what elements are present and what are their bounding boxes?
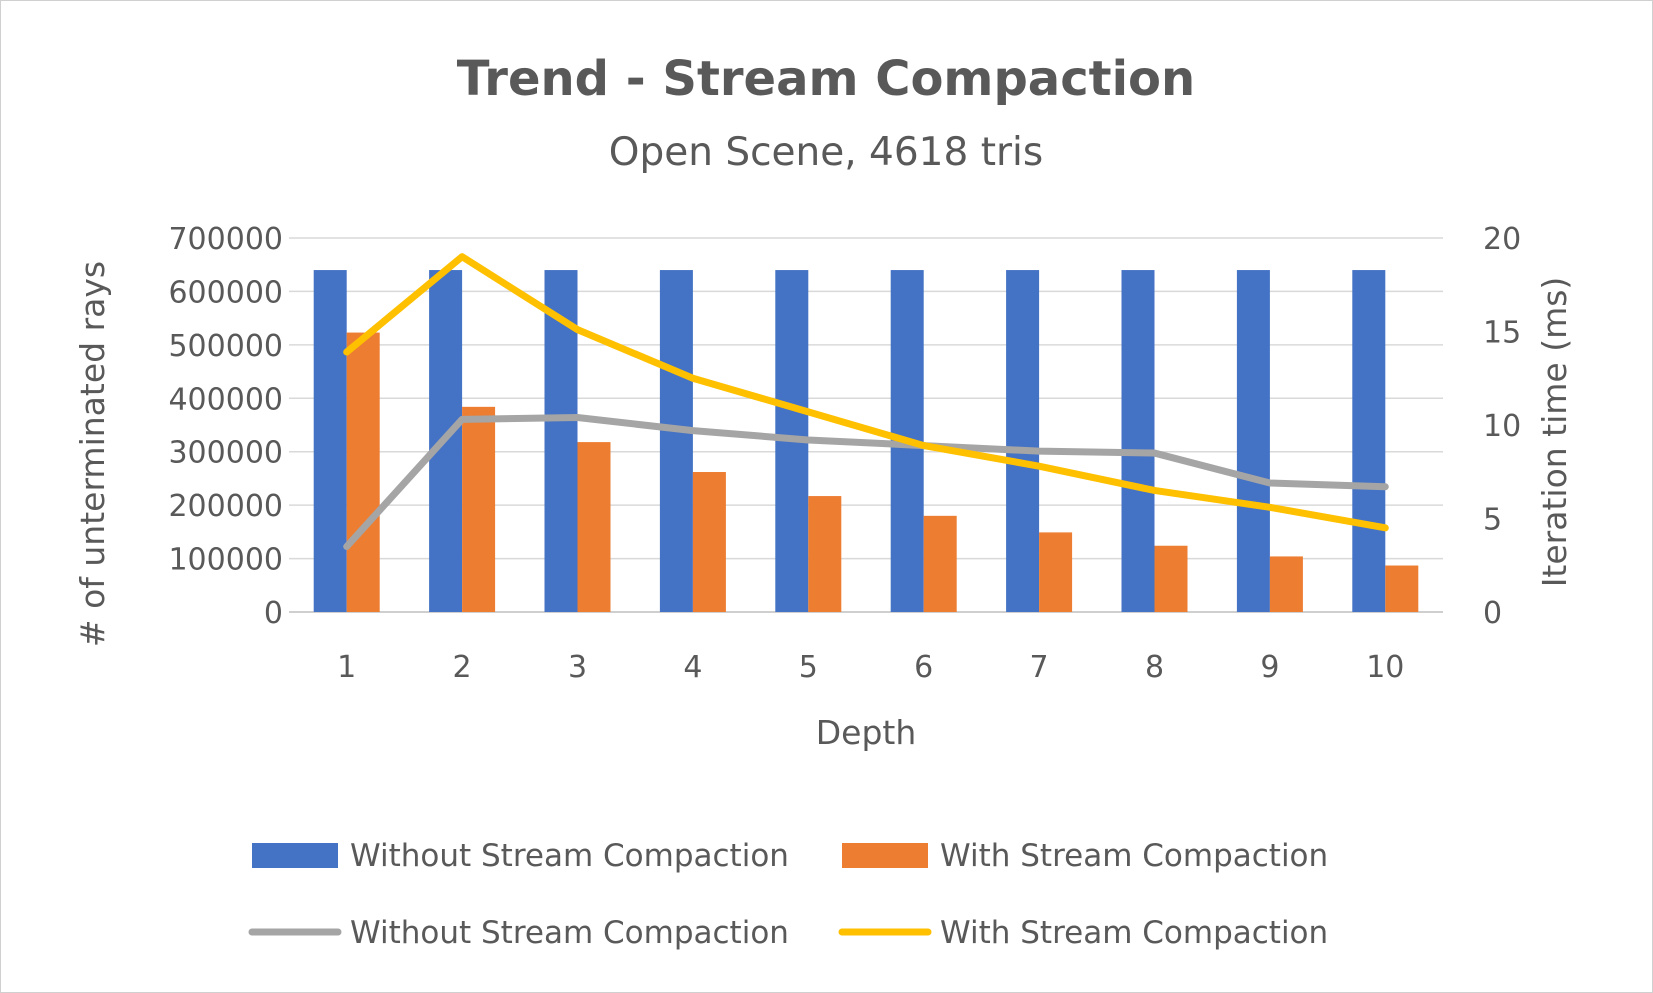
y-left-tick-label: 400000 [168,382,283,417]
chart-subtitle: Open Scene, 4618 tris [609,130,1043,175]
y-right-tick-label: 20 [1483,222,1521,257]
left-axis-ticks: 0 100000 200000 300000 400000 500000 600000 700… [168,222,283,631]
x-tick-label: 7 [1030,650,1049,685]
bar-with-8 [1154,545,1188,612]
legend-swatch-bar-without [252,843,338,868]
x-tick-label: 6 [914,650,933,685]
chart-title: Trend - Stream Compaction [457,51,1195,107]
legend: Without Stream Compaction With Stream Co… [248,838,1328,951]
x-tick-label: 2 [453,650,472,685]
x-tick-label: 5 [799,650,818,685]
bar-with-2 [462,406,496,612]
legend-label-bar-without: Without Stream Compaction [350,838,789,874]
x-tick-label: 8 [1145,650,1164,685]
x-tick-label: 4 [683,650,702,685]
x-tick-label: 10 [1366,650,1404,685]
x-axis-ticks: 1 2 3 4 5 6 7 8 9 10 [337,650,1404,685]
y-right-tick-label: 0 [1483,596,1502,631]
bar-without-1 [313,270,347,612]
bar-without-7 [1006,270,1040,612]
y-left-tick-label: 500000 [168,329,283,364]
y-right-tick-label: 5 [1483,503,1502,538]
y-axis-right-title: Iteration time (ms) [1535,277,1574,588]
y-right-tick-label: 15 [1483,316,1521,351]
bar-without-8 [1121,270,1155,612]
legend-label-bar-with: With Stream Compaction [940,838,1328,874]
legend-swatch-bar-with [842,843,928,868]
x-tick-label: 9 [1260,650,1279,685]
y-right-tick-label: 10 [1483,409,1521,444]
line-without-series [343,414,1389,551]
y-left-tick-label: 100000 [168,543,283,578]
bar-with-4 [692,472,726,612]
x-tick-label: 1 [337,650,356,685]
bar-with-3 [577,442,611,612]
bar-without-9 [1236,270,1270,612]
line-with-series [343,253,1389,532]
bar-without-4 [659,270,693,612]
bar-with-6 [923,515,957,612]
y-left-tick-label: 0 [264,596,283,631]
y-left-tick-label: 600000 [168,275,283,310]
right-axis-ticks: 0 5 10 15 20 [1483,222,1521,631]
legend-label-line-with: With Stream Compaction [940,915,1328,951]
y-left-tick-label: 700000 [168,222,283,257]
x-axis-title: Depth [816,713,917,752]
y-axis-left-title: # of unterminated rays [73,261,112,647]
x-tick-label: 3 [568,650,587,685]
y-left-tick-label: 300000 [168,436,283,471]
legend-label-line-without: Without Stream Compaction [350,915,789,951]
bar-with-5 [808,496,842,612]
bar-with-1 [346,332,380,612]
bar-without-10 [1352,270,1386,612]
bar-with-10 [1385,565,1419,612]
bar-with-9 [1269,556,1303,612]
y-left-tick-label: 200000 [168,489,283,524]
bar-with-7 [1039,532,1073,612]
line-series-group [343,253,1389,551]
